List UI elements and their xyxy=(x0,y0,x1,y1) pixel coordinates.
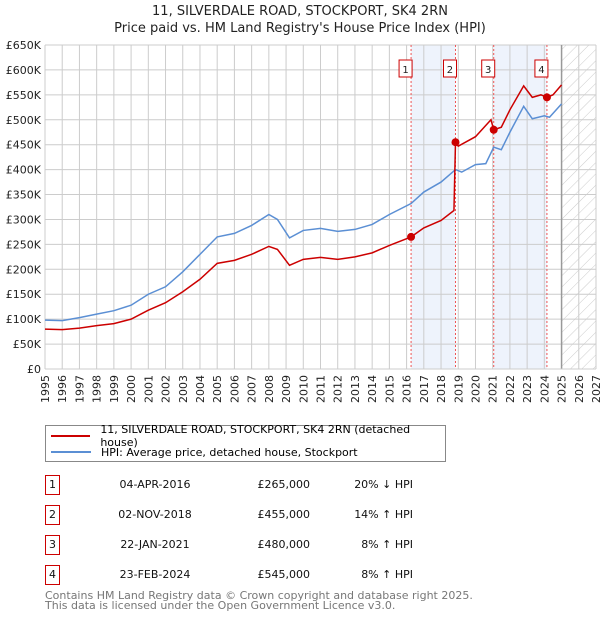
transaction-marker: 3 xyxy=(45,535,60,555)
transaction-date: 02-NOV-2018 xyxy=(118,508,192,521)
transaction-marker: 4 xyxy=(45,565,60,585)
x-tick-label: 2021 xyxy=(487,375,500,403)
sale-marker-label: 2 xyxy=(447,65,453,76)
x-tick-label: 2017 xyxy=(418,375,431,403)
transaction-row: 1 04-APR-2016 £265,000 20% ↓ HPI xyxy=(45,475,465,495)
x-tick-label: 2022 xyxy=(504,375,517,403)
x-tick-label: 2010 xyxy=(297,375,310,403)
legend-swatch xyxy=(51,435,91,437)
transaction-row: 3 22-JAN-2021 £480,000 8% ↑ HPI xyxy=(45,535,465,555)
shaded-period xyxy=(493,45,547,369)
x-tick-label: 2012 xyxy=(332,375,345,403)
y-tick-label: £400K xyxy=(6,164,42,177)
transaction-price: £455,000 xyxy=(257,508,311,521)
hpi-line xyxy=(44,103,563,322)
x-tick-label: 2003 xyxy=(177,375,190,403)
sale-point xyxy=(542,93,551,102)
y-tick-label: £50K xyxy=(13,338,42,351)
sale-marker-box xyxy=(442,59,457,78)
x-tick-label: 1998 xyxy=(91,375,104,403)
property-price-line xyxy=(44,84,563,331)
transaction-row: 4 23-FEB-2024 £545,000 8% ↑ HPI xyxy=(45,565,465,585)
x-tick-label: 2013 xyxy=(349,375,362,403)
x-tick-label: 2027 xyxy=(590,375,600,403)
y-tick-label: £100K xyxy=(6,313,42,326)
legend-label: 11, SILVERDALE ROAD, STOCKPORT, SK4 2RN … xyxy=(100,423,411,449)
legend-swatch xyxy=(51,451,91,453)
x-tick-label: 1997 xyxy=(73,375,86,403)
sale-point xyxy=(451,138,460,147)
transaction-date: 04-APR-2016 xyxy=(119,478,191,491)
y-tick-label: £650K xyxy=(6,39,42,52)
y-tick-label: £250K xyxy=(6,238,42,251)
legend-label: HPI: Average price, detached house, Stoc… xyxy=(101,445,358,459)
x-tick-label: 2016 xyxy=(401,375,414,403)
sale-marker-box xyxy=(534,59,549,78)
y-tick-label: £300K xyxy=(6,213,42,226)
transaction-marker: 1 xyxy=(45,475,60,495)
transaction-date: 23-FEB-2024 xyxy=(119,568,191,581)
x-tick-label: 1995 xyxy=(39,375,52,403)
x-tick-label: 2005 xyxy=(211,375,224,403)
x-tick-label: 2008 xyxy=(263,375,276,403)
y-tick-label: £200K xyxy=(6,263,42,276)
sale-point xyxy=(489,125,498,134)
x-tick-label: 2025 xyxy=(556,375,569,403)
x-tick-label: 2001 xyxy=(142,375,155,403)
sale-marker-box xyxy=(481,59,496,78)
transaction-hpi-diff: 14% ↑ HPI xyxy=(354,508,413,521)
sale-marker-label: 1 xyxy=(402,65,408,76)
transaction-row: 2 02-NOV-2018 £455,000 14% ↑ HPI xyxy=(45,505,465,525)
x-tick-label: 2009 xyxy=(280,375,293,403)
x-tick-label: 2014 xyxy=(366,375,379,403)
x-tick-label: 2023 xyxy=(521,375,534,403)
legend-item-hpi: HPI: Average price, detached house, Stoc… xyxy=(51,444,358,460)
x-tick-label: 2006 xyxy=(228,375,241,403)
sale-point xyxy=(407,232,416,241)
x-tick-label: 2026 xyxy=(573,375,586,403)
y-tick-label: £500K xyxy=(6,114,42,127)
x-tick-label: 2002 xyxy=(160,375,173,403)
x-tick-label: 2004 xyxy=(194,375,207,403)
transaction-hpi-diff: 8% ↑ HPI xyxy=(361,538,413,551)
x-tick-label: 2000 xyxy=(125,375,138,403)
y-tick-label: £150K xyxy=(6,288,42,301)
price-chart: 1995 1996 1997 1998 1999 2000 2001 2002 2003 2004… xyxy=(6,39,600,403)
footer-copyright: Contains HM Land Registry data © Crown c… xyxy=(45,589,473,602)
transaction-hpi-diff: 8% ↑ HPI xyxy=(361,568,413,581)
transaction-hpi-diff: 20% ↓ HPI xyxy=(354,478,413,491)
y-tick-label: £600K xyxy=(6,64,42,77)
x-tick-label: 2019 xyxy=(452,375,465,403)
transaction-marker: 2 xyxy=(45,505,60,525)
sale-marker-box xyxy=(398,59,413,78)
x-tick-label: 2020 xyxy=(469,375,482,403)
transaction-date: 22-JAN-2021 xyxy=(120,538,190,551)
footer-licence: This data is licensed under the Open Gov… xyxy=(45,599,396,612)
legend: 11, SILVERDALE ROAD, STOCKPORT, SK4 2RN … xyxy=(45,423,446,462)
legend-item-property: 11, SILVERDALE ROAD, STOCKPORT, SK4 2RN … xyxy=(51,423,445,449)
y-tick-label: £550K xyxy=(6,89,42,102)
y-tick-label: £0 xyxy=(27,363,41,376)
x-tick-label: 2011 xyxy=(315,375,328,403)
chart-subtitle: Price paid vs. HM Land Registry's House … xyxy=(114,21,486,36)
x-tick-label: 2024 xyxy=(538,375,551,403)
transaction-price: £265,000 xyxy=(257,478,311,491)
x-tick-label: 2015 xyxy=(383,375,396,403)
transaction-price: £480,000 xyxy=(257,538,311,551)
x-tick-label: 1996 xyxy=(56,375,69,403)
x-tick-label: 2007 xyxy=(246,375,259,403)
transaction-price: £545,000 xyxy=(257,568,311,581)
x-tick-label: 2018 xyxy=(435,375,448,403)
chart-title: 11, SILVERDALE ROAD, STOCKPORT, SK4 2RN xyxy=(152,4,448,19)
y-tick-label: £350K xyxy=(6,189,42,202)
shaded-period xyxy=(411,45,456,369)
y-tick-label: £450K xyxy=(6,139,42,152)
sale-marker-label: 3 xyxy=(485,65,491,76)
sale-marker-label: 4 xyxy=(538,65,544,76)
x-tick-label: 1999 xyxy=(108,375,121,403)
